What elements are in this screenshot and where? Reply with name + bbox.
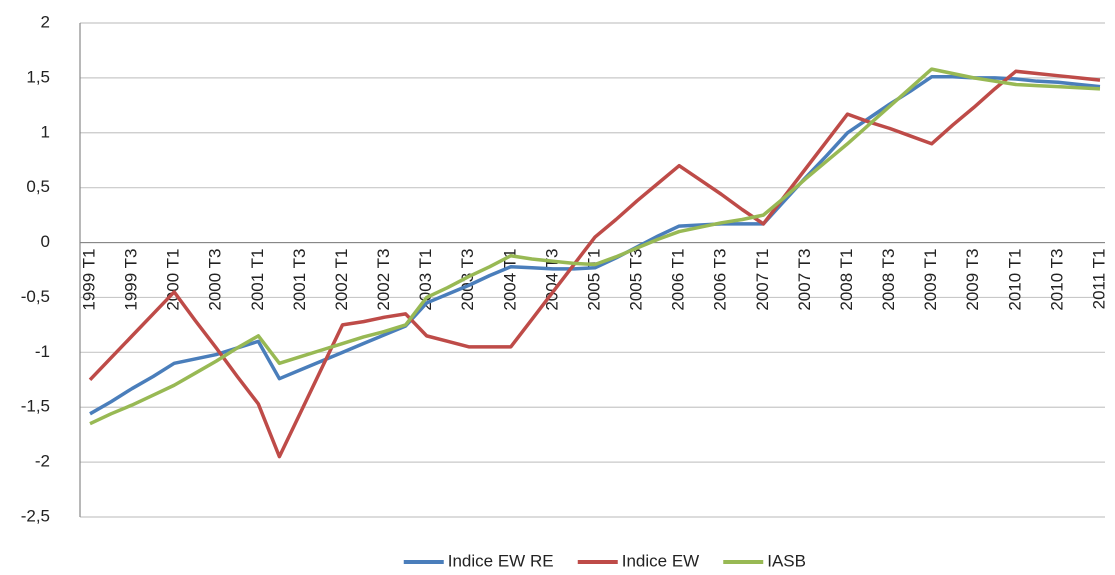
x-tick-label: 1999 T3 bbox=[122, 249, 141, 311]
x-tick-label: 2009 T3 bbox=[963, 249, 982, 311]
x-tick-label: 2008 T1 bbox=[837, 249, 856, 311]
y-tick-label: 1 bbox=[41, 122, 50, 141]
x-tick-label: 2008 T3 bbox=[879, 249, 898, 311]
y-tick-label: -2,5 bbox=[21, 506, 50, 525]
y-tick-label: 2 bbox=[41, 12, 50, 31]
x-tick-label: 2006 T3 bbox=[711, 249, 730, 311]
legend-label: Indice EW bbox=[622, 551, 699, 570]
x-tick-label: 2002 T1 bbox=[332, 249, 351, 311]
x-tick-label: 2001 T3 bbox=[290, 249, 309, 311]
x-tick-label: 2002 T3 bbox=[374, 249, 393, 311]
y-tick-label: -1,5 bbox=[21, 397, 50, 416]
series-line bbox=[88, 69, 1101, 459]
x-tick-label: 2004 T3 bbox=[542, 249, 561, 311]
y-tick-label: 0,5 bbox=[26, 177, 50, 196]
x-tick-label: 2003 T3 bbox=[458, 249, 477, 311]
x-tick-label: 2005 T3 bbox=[627, 249, 646, 311]
x-tick-label: 2010 T3 bbox=[1047, 249, 1066, 311]
x-tick-label: 2006 T1 bbox=[669, 249, 688, 311]
y-tick-label: 1,5 bbox=[26, 67, 50, 86]
legend-label: IASB bbox=[767, 551, 806, 570]
y-tick-label: -0,5 bbox=[21, 287, 50, 306]
x-tick-label: 2004 T1 bbox=[500, 249, 519, 311]
x-tick-label: 2010 T1 bbox=[1005, 249, 1024, 311]
x-tick-label: 2005 T1 bbox=[584, 249, 603, 311]
x-tick-label: 2001 T1 bbox=[248, 249, 267, 311]
x-tick-label: 2011 T1 bbox=[1089, 249, 1108, 310]
series-line bbox=[89, 75, 1101, 416]
x-tick-label: 2000 T3 bbox=[206, 249, 225, 311]
y-tick-label: -1 bbox=[35, 342, 50, 361]
x-tick-label: 2007 T3 bbox=[795, 249, 814, 311]
x-tick-label: 2007 T1 bbox=[753, 249, 772, 311]
y-tick-label: -2 bbox=[35, 452, 50, 471]
legend: Indice EW RE Indice EW IASB bbox=[403, 551, 806, 570]
x-tick-label: 1999 T1 bbox=[79, 249, 98, 311]
y-tick-label: 0 bbox=[41, 232, 50, 251]
legend-label: Indice EW RE bbox=[448, 551, 554, 570]
x-tick-label: 2009 T1 bbox=[921, 249, 940, 311]
series-line bbox=[89, 67, 1101, 426]
